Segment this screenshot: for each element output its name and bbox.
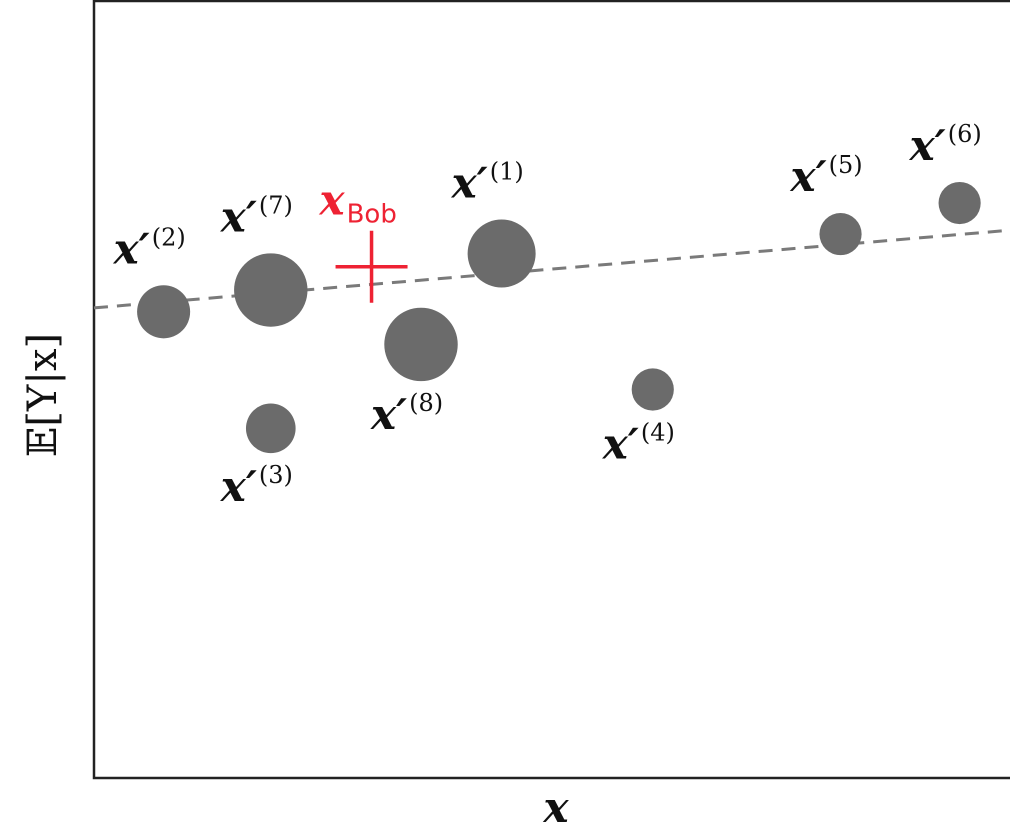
data-point-1	[467, 219, 536, 288]
point-label-7: x′(7)	[220, 191, 293, 241]
point-label-2: x′(2)	[113, 223, 186, 273]
point-labels-group: x′(1) x′(2) x′(3) x′(4) x′(5) x′(6) x′(7) x′(8)	[113, 120, 982, 511]
query-point-label: xBob	[319, 176, 397, 230]
trend-line	[93, 228, 1010, 310]
point-label-8: x′(8)	[370, 389, 443, 439]
point-label-1: x′(1)	[451, 158, 524, 208]
x-axis-label: x	[542, 783, 569, 828]
data-points-group	[137, 181, 981, 454]
plot-frame	[92, 0, 1010, 780]
data-point-6	[938, 181, 981, 225]
data-point-3	[245, 403, 296, 454]
data-point-5	[819, 213, 862, 256]
data-point-2	[137, 285, 191, 339]
y-axis-label: 𝔼[Y|x]	[20, 333, 66, 457]
point-label-6: x′(6)	[909, 120, 982, 170]
data-point-8	[384, 307, 458, 382]
point-label-4: x′(4)	[602, 419, 675, 469]
trend-line-group	[93, 228, 1010, 310]
data-point-7	[234, 253, 308, 327]
data-point-4	[631, 368, 674, 411]
point-label-5: x′(5)	[790, 151, 863, 201]
query-point-group: xBob	[319, 176, 408, 303]
point-label-3: x′(3)	[220, 461, 293, 511]
